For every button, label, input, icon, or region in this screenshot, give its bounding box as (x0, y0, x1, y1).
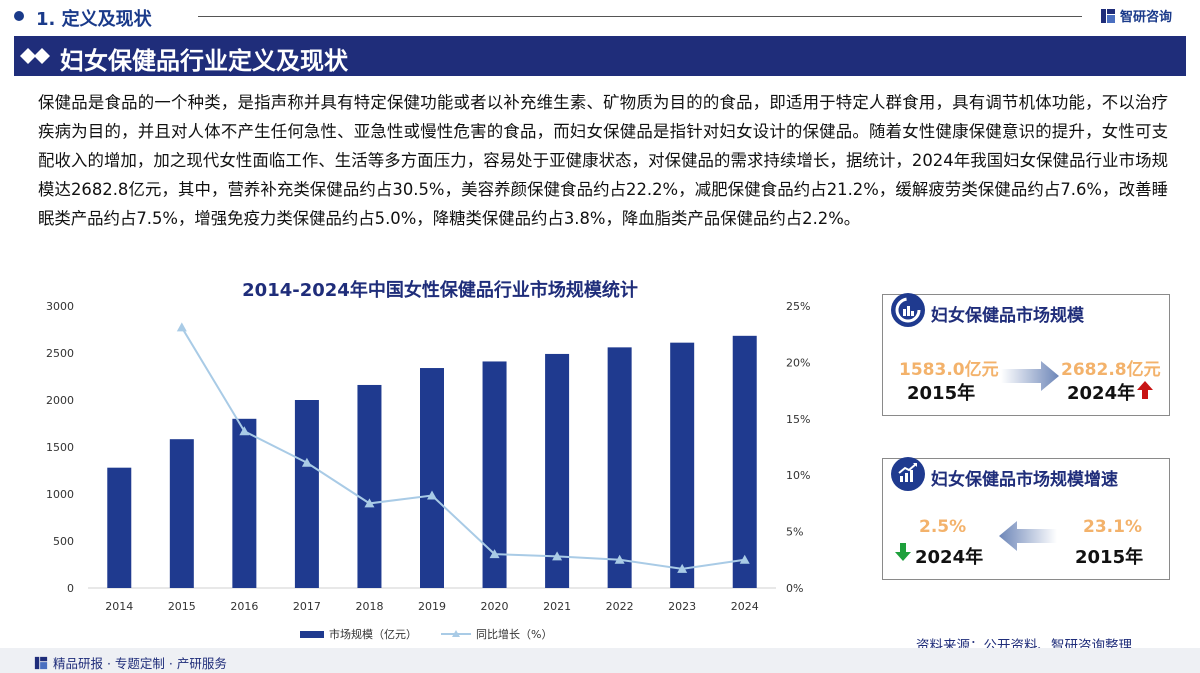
title-banner: 妇女保健品行业定义及现状 (14, 36, 1186, 76)
bar (232, 418, 257, 588)
bar (357, 384, 382, 588)
right-tick-label: 0% (786, 582, 803, 595)
left-tick-label: 0 (67, 582, 74, 595)
left-tick-label: 3000 (46, 300, 74, 313)
end-growth-year: 2024年 (915, 547, 984, 568)
legend-swatch-bar (300, 630, 324, 638)
x-tick-label: 2018 (355, 600, 383, 613)
legend-label-line: 同比增长（%） (476, 628, 553, 641)
x-tick-label: 2015 (168, 600, 196, 613)
x-tick-label: 2014 (105, 600, 133, 613)
right-tick-label: 5% (786, 526, 803, 539)
x-tick-label: 2019 (418, 600, 446, 613)
start-value: 1583.0亿元 (899, 360, 999, 380)
left-arrow-icon (999, 521, 1057, 551)
brand-logo-icon (1101, 8, 1115, 23)
growth-point (739, 554, 750, 564)
right-arrow-icon (1001, 361, 1059, 391)
right-tick-label: 15% (786, 413, 810, 426)
intro-paragraph: 保健品是食品的一个种类，是指声称并具有特定保健功能或者以补充维生素、矿物质为目的… (38, 93, 1168, 228)
left-tick-label: 2500 (46, 347, 74, 360)
start-year: 2015年 (907, 383, 976, 404)
bullet-dot-icon (14, 11, 24, 21)
card-title: 妇女保健品市场规模 (931, 306, 1084, 326)
growth-point (677, 563, 688, 573)
x-tick-label: 2021 (543, 600, 571, 613)
bar (169, 439, 194, 588)
card-title: 妇女保健品市场规模增速 (931, 470, 1118, 490)
bar (294, 400, 319, 588)
legend-item-bar: 市场规模（亿元） (300, 626, 417, 642)
divider (198, 16, 1082, 17)
legend-item-line: 同比增长（%） (441, 626, 552, 642)
bar (107, 467, 132, 588)
section-title: 1. 定义及现状 (36, 9, 152, 30)
legend-swatch-line (441, 629, 471, 639)
left-tick-label: 500 (53, 535, 74, 548)
growth-line (180, 326, 745, 570)
growth-point (176, 322, 187, 332)
x-tick-label: 2024 (731, 600, 759, 613)
growth-badge-icon (891, 457, 925, 491)
bar (732, 335, 757, 588)
growth-point (552, 551, 563, 561)
market-size-chart: 0 500 1000 1500 2000 2500 3000 0% 5% 10% 15% 20% 25%… (46, 300, 810, 613)
x-tick-label: 2017 (293, 600, 321, 613)
start-growth-value: 23.1% (1083, 517, 1142, 537)
x-tick-label: 2016 (230, 600, 258, 613)
right-tick-label: 10% (786, 469, 810, 482)
chart-badge-icon (891, 293, 925, 327)
market-scale-card: 妇女保健品市场规模 1583.0亿元 2015年 2682.8亿元 2024年 (882, 293, 1170, 416)
x-tick-label: 2022 (606, 600, 634, 613)
growth-point (614, 554, 625, 564)
arrow-down-icon (895, 543, 911, 561)
bar (545, 353, 570, 588)
start-growth-year: 2015年 (1075, 547, 1144, 568)
bar (670, 342, 695, 588)
x-tick-label: 2023 (668, 600, 696, 613)
growth-point (489, 549, 500, 559)
end-value: 2682.8亿元 (1061, 360, 1161, 380)
chart-title: 2014-2024年中国女性保健品行业市场规模统计 (242, 280, 638, 301)
right-tick-label: 25% (786, 300, 810, 313)
market-growth-card: 妇女保健品市场规模增速 2.5% 2024年 23.1% 2015年 (882, 457, 1170, 580)
left-tick-label: 1000 (46, 488, 74, 501)
chart-legend: 市场规模（亿元） 同比增长（%） (300, 626, 552, 642)
footer-logo-icon (34, 656, 48, 670)
brand-name: 智研咨询 (1120, 10, 1173, 25)
diamond-icon (20, 48, 50, 64)
end-year: 2024年 (1067, 383, 1136, 404)
footer-slogan: 精品研报 · 专题定制 · 产研服务 (53, 656, 227, 671)
growth-point (364, 498, 375, 508)
bar (420, 368, 444, 588)
right-tick-label: 20% (786, 356, 810, 369)
left-tick-label: 2000 (46, 394, 74, 407)
end-growth-value: 2.5% (919, 517, 967, 537)
arrow-up-icon (1137, 381, 1153, 399)
footer-strip (0, 648, 1200, 673)
top-bar: 1. 定义及现状 智研咨询 (0, 0, 1200, 34)
x-tick-label: 2020 (481, 600, 509, 613)
left-tick-label: 1500 (46, 441, 74, 454)
page-title: 妇女保健品行业定义及现状 (60, 47, 348, 75)
brand: 智研咨询 (1100, 6, 1172, 25)
bar (607, 347, 632, 588)
growth-point (427, 490, 437, 500)
growth-point (301, 457, 312, 467)
growth-point (239, 426, 250, 436)
legend-label-bar: 市场规模（亿元） (329, 628, 417, 641)
